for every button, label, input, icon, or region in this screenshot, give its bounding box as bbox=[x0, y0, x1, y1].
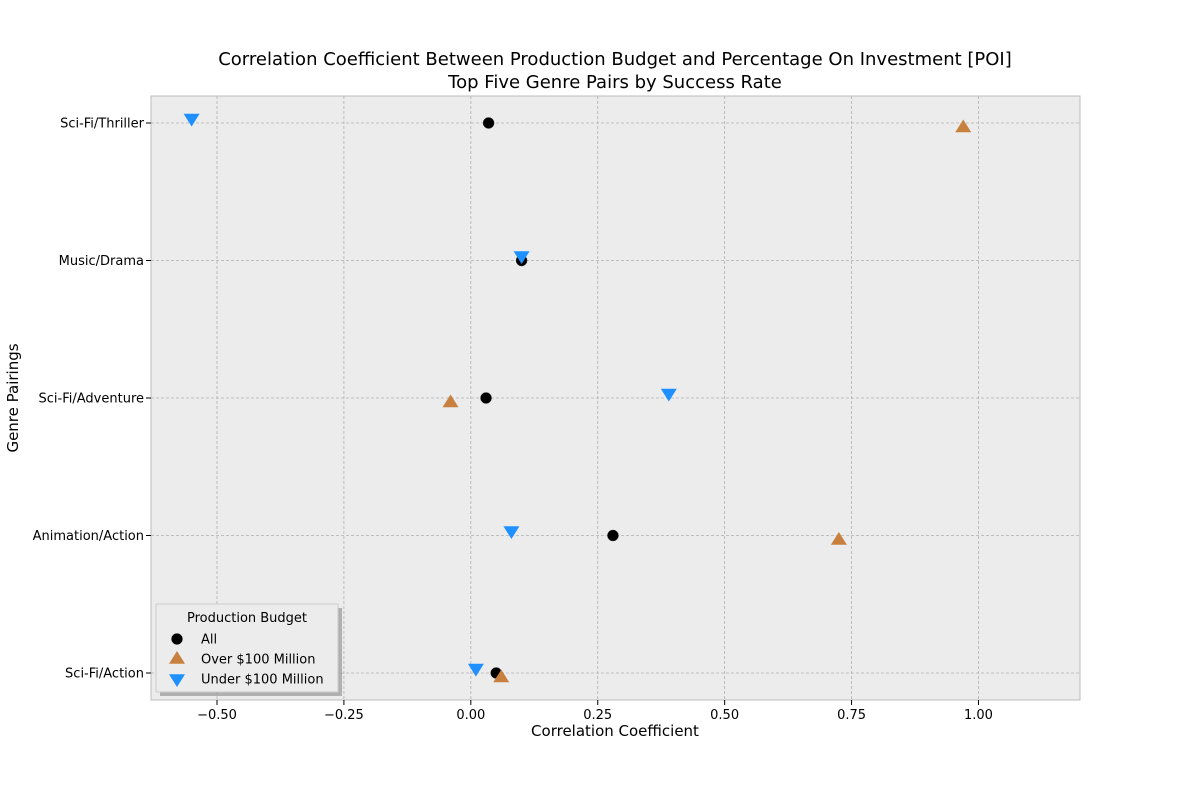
point-over-100-million-4 bbox=[493, 669, 510, 683]
y-tick-label: Music/Drama bbox=[59, 254, 144, 269]
plot-area bbox=[150, 95, 1081, 701]
point-over-100-million-3 bbox=[830, 532, 847, 545]
point-all-3 bbox=[607, 529, 619, 542]
legend-marker bbox=[169, 651, 185, 664]
chart-subtitle: Top Five Genre Pairs by Success Rate bbox=[447, 72, 782, 93]
point-all-2 bbox=[480, 392, 492, 404]
x-tick-label: 0.50 bbox=[710, 708, 739, 723]
y-tick-label: Sci-Fi/Action bbox=[65, 667, 144, 682]
point-under-100-million-4 bbox=[467, 663, 484, 677]
legend-marker bbox=[171, 633, 183, 645]
y-tick-label: Sci-Fi/Adventure bbox=[39, 392, 144, 407]
legend-label: Over $100 Million bbox=[201, 653, 315, 668]
point-under-100-million-0 bbox=[183, 113, 200, 127]
legend-box bbox=[155, 603, 339, 693]
chart-title: Correlation Coefficient Between Producti… bbox=[218, 49, 1012, 70]
point-over-100-million-0 bbox=[955, 119, 972, 133]
data-points bbox=[183, 113, 972, 683]
legend: Production Budget All Over $100 Million Un… bbox=[155, 603, 342, 696]
point-under-100-million-1 bbox=[513, 251, 530, 264]
y-axis-label: Genre Pairings bbox=[4, 343, 22, 452]
legend-marker bbox=[169, 674, 185, 687]
legend-title: Production Budget bbox=[187, 611, 307, 626]
x-tick-label: 0.25 bbox=[583, 708, 612, 723]
x-tick-label: 1.00 bbox=[964, 708, 993, 723]
legend-label: Under $100 Million bbox=[201, 673, 324, 688]
point-under-100-million-3 bbox=[503, 526, 520, 539]
grid-lines bbox=[151, 96, 1080, 700]
legend-entries: All Over $100 Million Under $100 Million bbox=[169, 633, 324, 688]
y-tick-label: Sci-Fi/Thriller bbox=[60, 117, 145, 132]
point-over-100-million-2 bbox=[442, 394, 459, 408]
x-tick-label: 0.75 bbox=[837, 708, 866, 723]
x-axis-ticks: −0.50 −0.25 0.00 0.25 0.50 0.75 1.00 bbox=[197, 700, 993, 723]
x-axis-label: Correlation Coefficient bbox=[531, 722, 699, 740]
legend-label: All bbox=[201, 633, 217, 648]
x-tick-label: 0.00 bbox=[456, 708, 485, 723]
y-tick-label: Animation/Action bbox=[33, 529, 144, 544]
point-all-0 bbox=[482, 117, 495, 129]
point-under-100-million-2 bbox=[660, 388, 677, 402]
x-tick-label: −0.50 bbox=[197, 708, 237, 723]
y-axis-ticks: Sci-Fi/Thriller Music/Drama Sci-Fi/Adventu… bbox=[33, 117, 151, 682]
x-tick-label: −0.25 bbox=[324, 708, 364, 723]
